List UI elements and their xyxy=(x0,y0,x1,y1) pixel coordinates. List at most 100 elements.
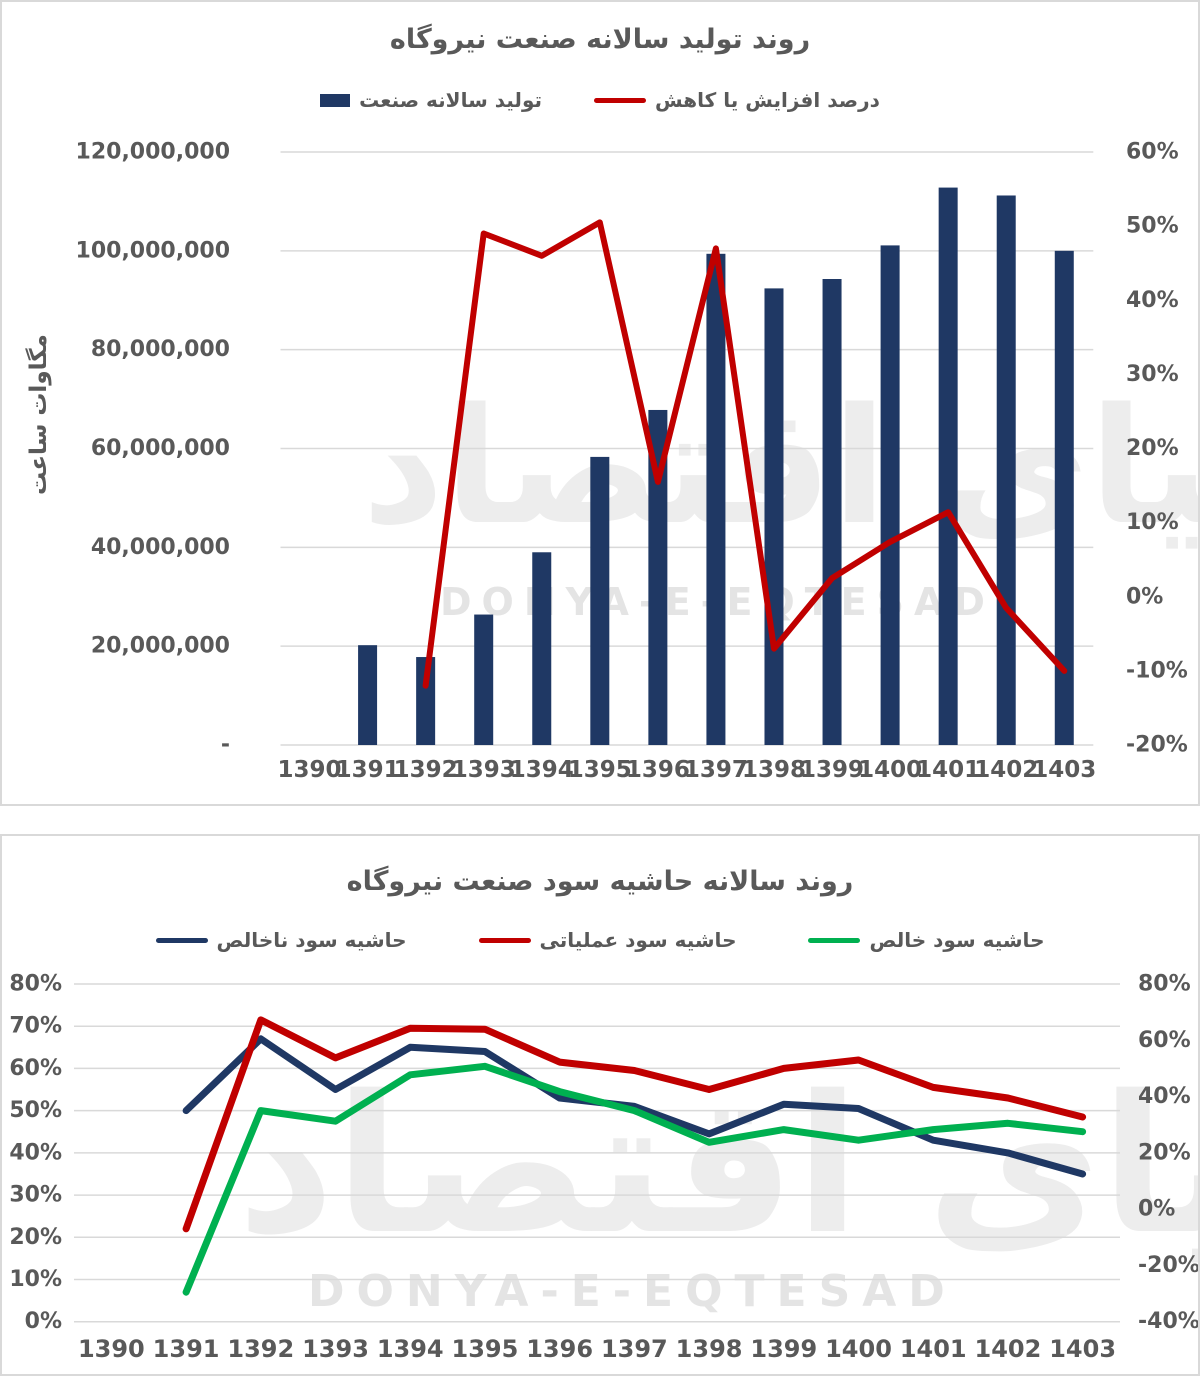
bar-1391 xyxy=(358,645,378,745)
y-axis-tick-label-right: -10% xyxy=(1126,658,1188,683)
x-axis-tick-label: 1399 xyxy=(750,1335,817,1363)
bar-1403 xyxy=(1054,250,1074,746)
margin-chart-legend: حاشیه سود ناخالص حاشیه سود عملیاتی حاشیه… xyxy=(2,928,1198,952)
x-axis-tick-label: 1394 xyxy=(510,757,574,783)
y-axis-tick-label-right: 20% xyxy=(1126,436,1179,461)
production-chart-canvas: 120,000,000 100,000,000 80,000,000 60,000,0… xyxy=(76,140,1188,784)
margin-chart-panel: دنیای اقتصاد DONYA-E-EQTESAD روند سالانه… xyxy=(0,834,1200,1376)
production-chart-panel: دنیای اقتصاد DONYA-E-EQTESAD روند تولید … xyxy=(0,0,1200,806)
watermark-latin: DONYA-E-EQTESAD xyxy=(308,1266,957,1317)
gross-margin-line xyxy=(182,1035,1087,1178)
bar-1402 xyxy=(996,195,1016,745)
y-axis-tick-label-left: 50% xyxy=(9,1098,62,1123)
y-axis-tick-label-left: 80,000,000 xyxy=(91,337,230,362)
y-axis-tick-label-right: 20% xyxy=(1138,1140,1191,1165)
y-axis-tick-label-right: 0% xyxy=(1138,1197,1175,1222)
y-axis-tick-label-left: 20% xyxy=(9,1225,62,1250)
legend-item-gross-margin: حاشیه سود ناخالص xyxy=(155,928,407,952)
production-chart-title: روند تولید سالانه صنعت نیروگاه xyxy=(389,24,811,55)
legend-item-annual-production: تولید سالانه صنعت xyxy=(320,88,542,112)
y-axis-tick-label-right: -20% xyxy=(1126,733,1188,758)
x-axis-tick-label: 1398 xyxy=(742,757,806,783)
y-axis-tick-label-left: 60,000,000 xyxy=(91,436,230,461)
bar-1400 xyxy=(880,245,900,745)
y-axis-tick-label-right: 60% xyxy=(1138,1028,1191,1053)
x-axis-tick-label: 1400 xyxy=(858,757,922,783)
y-axis-tick-label-left: 100,000,000 xyxy=(76,238,230,263)
x-axis-tick-label: 1402 xyxy=(975,1335,1042,1363)
y-axis-tick-label-right: -20% xyxy=(1138,1253,1198,1278)
legend-item-percent-change: درصد افزایش یا کاهش xyxy=(594,88,880,112)
x-axis-tick-label: 1401 xyxy=(916,757,980,783)
green-line-swatch-icon xyxy=(808,937,861,943)
margin-chart-title: روند سالانه حاشیه سود صنعت نیروگاه xyxy=(346,866,854,897)
bar-1396 xyxy=(648,409,668,745)
x-axis-tick-label: 1393 xyxy=(452,757,516,783)
y-axis-tick-label-left: 80% xyxy=(9,972,62,997)
y-axis-tick-label-right: 40% xyxy=(1138,1084,1191,1109)
x-axis-tick-label: 1403 xyxy=(1032,757,1096,783)
y-axis-tick-label-right: 10% xyxy=(1126,510,1179,535)
legend-label-operating-margin: حاشیه سود عملیاتی xyxy=(539,928,737,952)
bar-1401 xyxy=(938,187,958,745)
x-axis-tick-label: 1390 xyxy=(278,757,342,783)
bar-swatch-icon xyxy=(320,93,351,107)
y-axis-tick-label-right: 0% xyxy=(1126,584,1163,609)
y-axis-tick-label-left: 10% xyxy=(9,1267,62,1292)
legend-item-net-margin: حاشیه سود خالص xyxy=(808,928,1044,952)
x-axis-tick-label: 1397 xyxy=(601,1335,668,1363)
legend-label-annual-production: تولید سالانه صنعت xyxy=(359,88,542,112)
net-margin-line xyxy=(182,1062,1087,1296)
production-chart-legend: تولید سالانه صنعت درصد افزایش یا کاهش xyxy=(2,88,1198,112)
y-axis-tick-label-left: 20,000,000 xyxy=(91,634,230,659)
x-axis-tick-label: 1395 xyxy=(452,1335,519,1363)
x-axis-tick-label: 1398 xyxy=(676,1335,743,1363)
y-axis-tick-label-right: 50% xyxy=(1126,214,1179,239)
x-axis-tick-label: 1397 xyxy=(684,757,748,783)
y-axis-tick-label-right: -40% xyxy=(1138,1309,1198,1334)
y-axis-tick-label-left: 0% xyxy=(25,1309,62,1334)
y-axis-tick-label-left: 120,000,000 xyxy=(76,140,230,165)
bar-1397 xyxy=(706,253,726,745)
y-axis-tick-label-left: 40,000,000 xyxy=(91,535,230,560)
legend-item-operating-margin: حاشیه سود عملیاتی xyxy=(478,928,737,952)
margin-chart-canvas: 80% 70% 60% 50% 40% 30% 20% 10% 0% 80% 60% 40% 20% 0%… xyxy=(9,972,1198,1364)
percent-change-line xyxy=(422,219,1068,689)
legend-label-gross-margin: حاشیه سود ناخالص xyxy=(216,928,407,952)
y-axis-tick-label-right: 40% xyxy=(1126,288,1179,313)
y-axis-tick-label-right: 60% xyxy=(1126,140,1179,165)
y-axis-tick-label-left: 40% xyxy=(9,1140,62,1165)
x-axis-tick-label: 1399 xyxy=(800,757,864,783)
y-axis-tick-label-right: 30% xyxy=(1126,362,1179,387)
bar-1392 xyxy=(416,657,436,745)
y-axis-tick-label-left: 70% xyxy=(9,1014,62,1039)
y-axis-tick-label-left: - xyxy=(221,733,230,758)
x-axis-tick-label: 1391 xyxy=(336,757,400,783)
bar-1394 xyxy=(532,552,552,745)
x-axis-tick-label: 1396 xyxy=(526,1335,593,1363)
x-axis-tick-label: 1393 xyxy=(302,1335,369,1363)
x-axis-tick-label: 1392 xyxy=(227,1335,294,1363)
x-axis-tick-label: 1392 xyxy=(394,757,458,783)
x-axis-tick-label: 1402 xyxy=(974,757,1038,783)
legend-label-percent-change: درصد افزایش یا کاهش xyxy=(655,88,880,112)
navy-line-swatch-icon xyxy=(155,937,208,943)
bar-1393 xyxy=(474,614,494,745)
y-axis-tick-label-left: 60% xyxy=(9,1056,62,1081)
x-axis-tick-label: 1401 xyxy=(900,1335,967,1363)
x-axis-tick-label: 1403 xyxy=(1049,1335,1116,1363)
x-axis-tick-label: 1395 xyxy=(568,757,632,783)
production-y-axis-title: مگاوات ساعت xyxy=(26,334,52,495)
x-axis-tick-label: 1396 xyxy=(626,757,690,783)
x-axis-tick-label: 1394 xyxy=(377,1335,444,1363)
x-axis-tick-label: 1390 xyxy=(78,1335,145,1363)
bar-1395 xyxy=(590,456,610,745)
operating-margin-line xyxy=(182,1016,1087,1233)
red-line-swatch-icon xyxy=(478,937,531,943)
x-axis-tick-label: 1400 xyxy=(825,1335,892,1363)
bar-1399 xyxy=(822,279,842,745)
bar-1398 xyxy=(764,288,784,745)
y-axis-tick-label-left: 30% xyxy=(9,1183,62,1208)
red-line-swatch-icon xyxy=(594,97,646,103)
